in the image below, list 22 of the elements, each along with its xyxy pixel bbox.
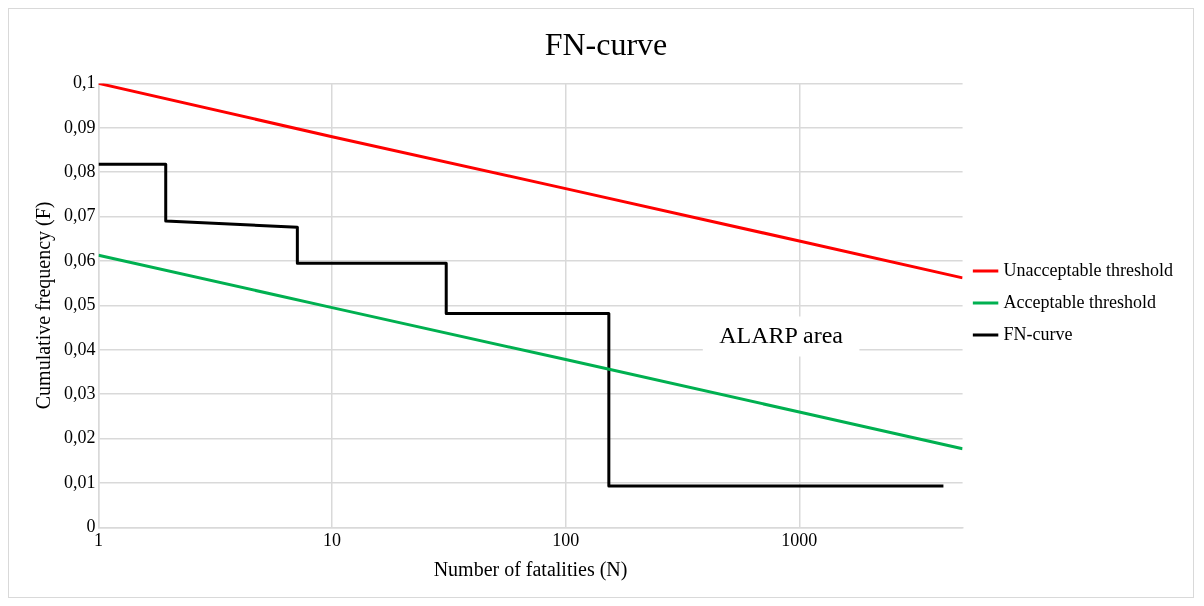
y-tick-label: 0,1 (73, 72, 96, 93)
y-tick-label: 0,03 (64, 382, 96, 403)
x-axis-title: Number of fatalities (N) (433, 558, 628, 582)
y-tick-label: 0,04 (64, 338, 96, 359)
legend-label: Unacceptable threshold (1003, 259, 1174, 280)
x-tick-label: 100 (552, 529, 580, 550)
y-tick-label: 0,08 (64, 160, 96, 181)
annotation: ALARP area (719, 321, 844, 348)
chart-title: FN-curve (544, 25, 668, 62)
y-tick-label: 0,05 (64, 294, 96, 315)
y-tick-label: 0,09 (64, 116, 96, 137)
y-tick-label: 0 (86, 516, 96, 537)
y-tick-label: 0,02 (64, 427, 96, 448)
y-tick-label: 0,01 (64, 471, 96, 492)
y-axis-title: Cumulative frequency (F) (32, 201, 56, 410)
legend-label: FN-curve (1003, 323, 1073, 344)
x-tick-label: 1000 (781, 529, 818, 550)
y-tick-label: 0,07 (64, 205, 96, 226)
x-tick-label: 1 (94, 529, 103, 550)
x-tick-label: 10 (323, 529, 342, 550)
y-tick-label: 0,06 (64, 249, 96, 270)
legend-label: Acceptable threshold (1003, 291, 1157, 312)
